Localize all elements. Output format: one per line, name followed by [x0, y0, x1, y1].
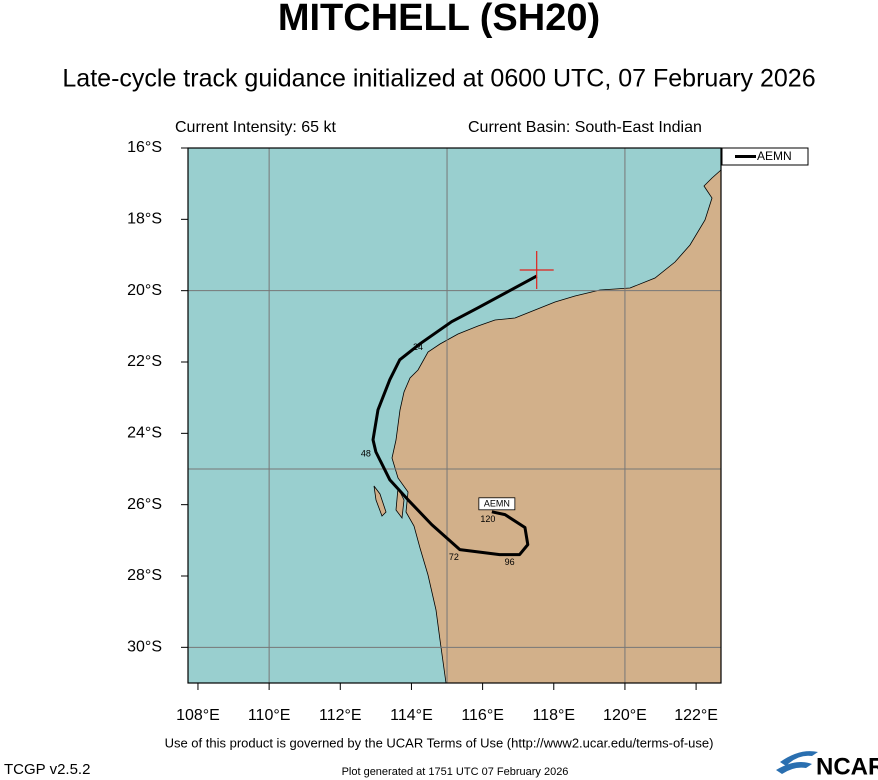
legend [721, 147, 809, 166]
y-tick-label: 16°S [127, 139, 162, 156]
basin: Current Basin: South-East Indian [468, 119, 702, 136]
current-position [519, 250, 554, 289]
x-tick-label: 112°E [319, 707, 362, 724]
land [391, 169, 721, 683]
tau-label: 120 [480, 514, 495, 524]
generated: Plot generated at 1751 UTC 07 February 2… [342, 766, 569, 778]
y-tick-label: 26°S [127, 496, 162, 513]
logo: NCAR [816, 753, 878, 780]
legend-label: AEMN [757, 149, 792, 163]
x-tick-label: 114°E [390, 707, 433, 724]
tau-label: 72 [449, 552, 459, 562]
terms: Use of this product is governed by the U… [165, 735, 714, 750]
island [373, 485, 387, 517]
x-tick-label: 108°E [176, 707, 220, 724]
map [188, 148, 721, 683]
chart-title: MITCHELL (SH20) [278, 0, 600, 39]
x-tick-label: 116°E [461, 707, 504, 724]
x-tick-label: 122°E [674, 707, 718, 724]
y-tick-label: 20°S [127, 282, 162, 299]
x-tick-label: 118°E [532, 707, 575, 724]
logo-swoosh [776, 751, 818, 774]
peninsula [395, 486, 405, 520]
track-label-box [478, 497, 516, 511]
track-label: AEMN [484, 499, 510, 509]
y-tick-label: 22°S [127, 353, 162, 370]
y-tick-label: 28°S [127, 567, 162, 584]
intensity: Current Intensity: 65 kt [175, 119, 337, 136]
y-tick-label: 30°S [127, 639, 162, 656]
chart-subtitle: Late-cycle track guidance initialized at… [62, 65, 815, 93]
tau-label: 96 [505, 557, 515, 567]
tau-label: 48 [361, 448, 371, 458]
version: TCGP v2.5.2 [4, 761, 90, 778]
tau-label: 24 [413, 342, 423, 352]
map-frame [187, 147, 722, 684]
track [371, 274, 538, 557]
x-tick-label: 110°E [248, 707, 291, 724]
x-tick-label: 120°E [603, 707, 647, 724]
y-tick-label: 18°S [127, 211, 162, 228]
y-tick-label: 24°S [127, 425, 162, 442]
